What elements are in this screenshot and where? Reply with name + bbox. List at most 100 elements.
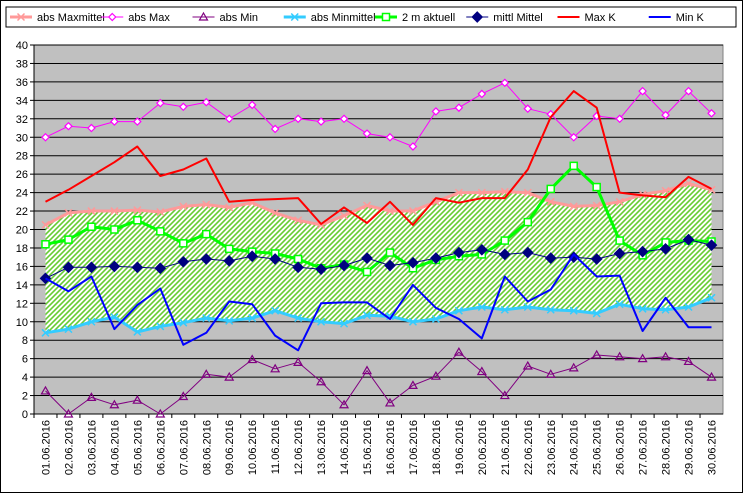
data-point-2-m-aktuell — [592, 182, 601, 192]
data-point-mittl-mittel — [315, 263, 327, 276]
data-point-abs-maxmittel — [294, 216, 303, 225]
data-point-abs-minmittel — [294, 314, 303, 323]
y-tick-label: 2 — [22, 391, 28, 403]
data-point-abs-minmittel — [615, 300, 624, 309]
data-point-mittl-mittel — [430, 252, 442, 264]
data-point-abs-min — [270, 363, 281, 373]
x-tick-label: 20.06.2016 — [477, 420, 489, 475]
x-tick-label: 29.06.2016 — [684, 420, 696, 475]
y-tick-label: 10 — [16, 317, 28, 329]
data-point-abs-max — [431, 107, 441, 116]
data-point-abs-min — [499, 390, 510, 400]
data-point-abs-minmittel — [408, 317, 417, 326]
series-abs-minmittel — [41, 293, 716, 337]
data-point-abs-max — [64, 121, 73, 131]
data-point-abs-min — [201, 369, 212, 378]
data-point-abs-minmittel — [271, 306, 280, 315]
data-point-mittl-mittel — [498, 248, 511, 261]
data-point-2-m-aktuell — [385, 248, 395, 257]
data-point-abs-max — [362, 129, 372, 138]
legend-label: 2 m aktuell — [402, 12, 455, 24]
data-point-abs-min — [430, 370, 441, 380]
data-point-abs-max — [707, 108, 716, 118]
series-line-abs-minmittel — [45, 296, 713, 335]
y-tick-label: 26 — [16, 169, 28, 181]
data-point-abs-min — [293, 357, 304, 366]
data-point-mittl-mittel — [636, 245, 649, 258]
x-tick-label: 14.06.2016 — [339, 420, 351, 475]
data-point-abs-maxmittel — [477, 188, 486, 197]
data-point-abs-max — [41, 132, 50, 142]
legend-label: Min K — [676, 12, 705, 24]
x-tick-label: 08.06.2016 — [201, 420, 213, 475]
data-point-abs-max — [477, 89, 487, 99]
data-point-mittl-mittel — [521, 246, 534, 259]
y-tick-label: 6 — [22, 354, 28, 366]
data-point-abs-min — [591, 349, 602, 359]
series-line-max-k — [45, 90, 712, 226]
data-point-2-m-aktuell — [546, 184, 555, 194]
x-tick-label: 15.06.2016 — [362, 420, 374, 475]
data-point-abs-maxmittel — [408, 207, 417, 216]
data-point-mittl-mittel — [338, 259, 350, 272]
legend-label: abs Maxmittel — [37, 12, 105, 24]
data-point-abs-max — [224, 114, 234, 124]
data-point-abs-min — [361, 365, 373, 375]
data-point-abs-min — [86, 392, 97, 401]
y-tick-label: 4 — [22, 372, 28, 384]
y-tick-label: 24 — [16, 188, 28, 200]
x-tick-label: 27.06.2016 — [638, 420, 650, 475]
data-point-abs-max — [178, 102, 188, 112]
data-point-2-m-aktuell — [87, 222, 96, 231]
x-tick-label: 04.06.2016 — [109, 420, 121, 475]
data-point-abs-min — [476, 366, 487, 376]
data-point-abs-maxmittel — [385, 207, 395, 216]
data-point-2-m-aktuell — [41, 240, 50, 249]
y-tick-label: 34 — [16, 95, 28, 107]
y-tick-label: 8 — [22, 335, 28, 347]
data-point-2-m-aktuell — [133, 216, 142, 225]
legend-label: abs Minmittel — [311, 12, 376, 24]
data-point-mittl-mittel — [544, 252, 557, 264]
data-point-abs-min — [568, 362, 579, 372]
data-point-mittl-mittel — [62, 261, 75, 274]
data-point-mittl-mittel — [384, 259, 396, 272]
data-point-abs-minmittel — [661, 305, 670, 314]
data-point-abs-min — [316, 376, 327, 386]
data-point-abs-maxmittel — [179, 202, 188, 211]
data-point-abs-max — [523, 104, 533, 114]
x-tick-label: 02.06.2016 — [63, 420, 75, 475]
legend-label: mittl Mittel — [493, 12, 543, 24]
data-point-2-m-aktuell — [110, 225, 119, 234]
data-point-mittl-mittel — [246, 250, 259, 263]
y-tick-label: 12 — [16, 298, 28, 310]
x-tick-label: 12.06.2016 — [293, 420, 305, 475]
x-tick-label: 17.06.2016 — [408, 420, 420, 475]
data-point-2-m-aktuell — [615, 236, 624, 245]
legend-marker-mittl-mittel — [471, 11, 484, 23]
legend-marker-abs-maxmittel — [16, 12, 26, 22]
x-tick-label: 16.06.2016 — [385, 420, 397, 475]
data-point-abs-minmittel — [477, 302, 486, 312]
x-tick-label: 07.06.2016 — [178, 420, 190, 475]
y-tick-label: 40 — [16, 40, 28, 52]
y-tick-label: 30 — [16, 132, 28, 144]
data-point-2-m-aktuell — [64, 235, 73, 244]
y-tick-label: 20 — [16, 225, 28, 237]
data-point-abs-maxmittel — [41, 220, 50, 229]
data-point-2-m-aktuell — [569, 161, 578, 171]
data-point-abs-max — [569, 132, 579, 142]
legend-marker-abs-minmittel — [290, 12, 299, 22]
x-tick-label: 19.06.2016 — [454, 420, 466, 475]
y-tick-label: 16 — [16, 261, 28, 273]
data-point-mittl-mittel — [590, 253, 603, 265]
data-point-abs-minmittel — [500, 305, 509, 314]
data-point-2-m-aktuell — [500, 236, 510, 245]
x-tick-label: 23.06.2016 — [546, 420, 558, 475]
y-tick-label: 18 — [16, 243, 28, 255]
data-point-2-m-aktuell — [224, 244, 234, 254]
data-point-abs-maxmittel — [340, 211, 349, 220]
x-tick-label: 06.06.2016 — [155, 420, 167, 475]
data-point-abs-maxmittel — [592, 201, 601, 210]
